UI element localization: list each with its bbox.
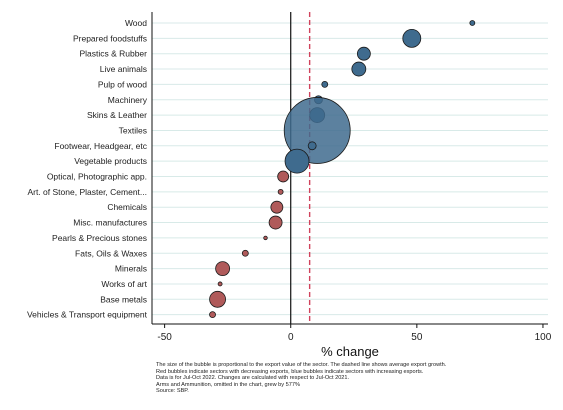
bubble <box>270 200 284 214</box>
category-label: Textiles <box>119 125 147 135</box>
bubble <box>277 188 284 195</box>
note-line: Red bubbles indicate sectors with decrea… <box>156 368 424 375</box>
bubble <box>469 20 476 26</box>
axes: -50 0 50 100 <box>151 12 552 343</box>
category-label: Vegetable products <box>74 156 147 166</box>
x-tick-label: 50 <box>411 332 423 343</box>
bubble <box>268 215 283 230</box>
category-label: Optical, Photographic app. <box>47 172 147 182</box>
bubble <box>277 170 290 183</box>
category-label: Pulp of wood <box>98 79 147 89</box>
category-label: Footwear, Headgear, etc <box>54 141 147 151</box>
bubble <box>284 148 310 174</box>
category-label: Art. of Stone, Plaster, Cement... <box>27 187 147 197</box>
category-label: Plastics & Rubber <box>79 49 147 59</box>
category-label: Live animals <box>100 64 147 74</box>
bubble <box>215 261 231 277</box>
bubble <box>217 281 223 287</box>
x-tick-label: -50 <box>157 332 172 343</box>
chart-notes: The size of the bubble is proportional t… <box>156 362 556 395</box>
note-line: Arms and Ammunition, omitted in the char… <box>156 381 300 388</box>
note-line: Data is for Jul-Oct 2022. Changes are ca… <box>156 375 350 382</box>
bubble <box>356 46 371 61</box>
bubbles <box>209 20 476 319</box>
category-label: Prepared foodstuffs <box>73 33 147 43</box>
category-label: Minerals <box>115 264 147 274</box>
category-label: Chemicals <box>107 202 147 212</box>
category-label: Machinery <box>108 95 148 105</box>
x-tick-label: 0 <box>288 332 294 343</box>
category-label: Vehicles & Transport equipment <box>27 310 148 320</box>
bubble <box>263 235 268 241</box>
category-label: Works of art <box>101 279 147 289</box>
bubble <box>283 97 351 164</box>
bubble <box>402 28 422 48</box>
bubble <box>307 141 317 151</box>
grid-lines <box>152 22 548 316</box>
category-label: Fats, Oils & Waxes <box>75 248 147 258</box>
bubble <box>351 61 367 77</box>
x-axis-title: % change <box>321 344 379 359</box>
category-label: Wood <box>125 18 147 28</box>
category-label: Base metals <box>100 294 147 304</box>
bubble <box>321 81 329 88</box>
category-label: Misc. manufactures <box>73 218 147 228</box>
bubble <box>209 311 216 319</box>
category-label: Pearls & Precious stones <box>52 233 147 243</box>
bubble <box>241 249 249 257</box>
note-line: Source: SBP. <box>156 388 189 395</box>
x-tick-label: 100 <box>535 332 552 343</box>
category-labels: Wood Prepared foodstuffs Plastics & Rubber… <box>27 18 148 320</box>
note-line: The size of the bubble is proportional t… <box>156 362 447 368</box>
category-label: Skins & Leather <box>87 110 147 120</box>
bubble <box>209 290 226 308</box>
